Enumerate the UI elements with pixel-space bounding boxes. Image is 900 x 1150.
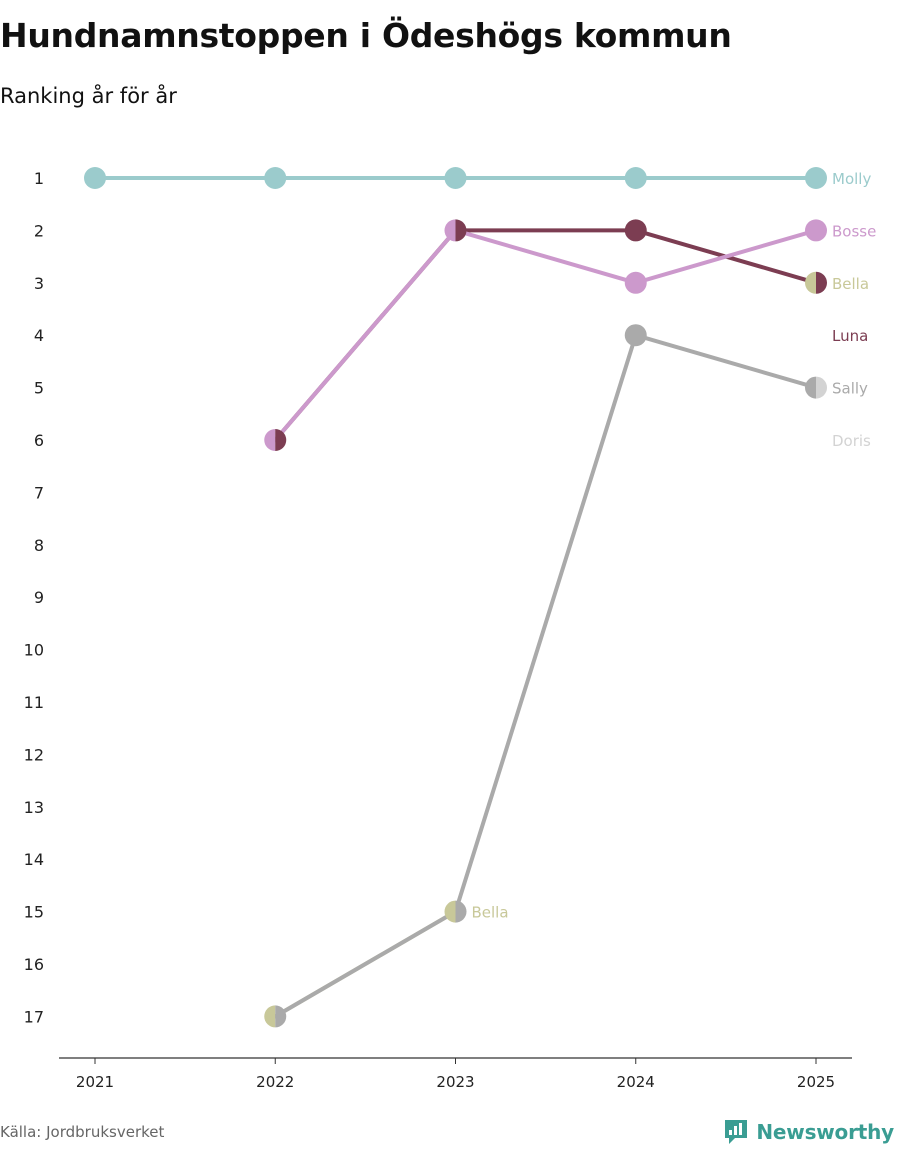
series-line-bosse [453,228,638,285]
point-half-luna [455,219,467,242]
chart-subtitle: Ranking år för år [0,84,177,108]
x-tick-label: 2024 [617,1073,655,1091]
y-tick-label: 9 [34,588,44,607]
x-tick-label: 2021 [76,1073,114,1091]
series-line-bosse [273,228,458,442]
y-tick-label: 5 [34,379,44,398]
y-tick-label: 6 [34,431,44,450]
y-tick-label: 13 [24,798,44,817]
y-tick-label: 3 [34,274,44,293]
point-bosse [805,219,827,242]
series-line-bosse [633,228,818,285]
end-label-doris: Doris [832,432,871,450]
point-luna [624,219,647,242]
brand-logo: Newsworthy [723,1118,894,1146]
y-tick-label: 4 [34,326,44,345]
newsworthy-logo-icon [725,1120,748,1144]
inline-label-bella: Bella [472,904,509,922]
y-tick-label: 16 [24,955,44,974]
end-label-sally: Sally [832,380,868,398]
brand-name: Newsworthy [756,1120,894,1144]
point-bosse [624,271,647,294]
y-tick-label: 17 [24,1007,44,1026]
y-tick-label: 15 [24,903,44,922]
y-tick-label: 10 [24,641,44,660]
chart-title: Hundnamnstoppen i Ödeshögs kommun [0,16,732,55]
y-tick-label: 12 [24,745,44,764]
point-half-luna [275,429,287,451]
point-half-sally [805,376,816,399]
y-tick-label: 14 [24,850,44,869]
point-molly [264,167,287,189]
point-half-luna [816,271,828,294]
point-half-sally [275,1005,287,1028]
y-tick-label: 7 [34,483,44,502]
point-molly [84,167,106,189]
y-tick-label: 1 [34,169,44,188]
point-molly [805,167,827,189]
x-tick-label: 2023 [436,1073,474,1091]
point-half-bella [264,1005,276,1028]
point-molly [624,167,647,189]
y-tick-label: 8 [34,536,44,555]
point-half-bella [444,900,456,923]
point-half-doris [816,376,828,399]
point-half-bosse [264,429,276,451]
source-note: Källa: Jordbruksverket [0,1123,165,1141]
end-label-molly: Molly [832,170,871,188]
y-tick-label: 2 [34,221,44,240]
x-tick-label: 2022 [256,1073,294,1091]
point-half-bosse [444,219,456,242]
end-label-luna: Luna [832,327,868,345]
y-tick-label: 11 [24,693,44,712]
point-sally [624,324,647,347]
series-line-sally [633,333,818,390]
point-half-bella [805,271,816,294]
series-line-sally [273,909,458,1019]
x-tick-label: 2025 [797,1073,835,1091]
end-label-bella: Bella [832,275,869,293]
series-line-sally [453,333,638,914]
point-half-sally [455,900,467,923]
point-molly [444,167,467,189]
end-label-bosse: Bosse [832,222,876,240]
